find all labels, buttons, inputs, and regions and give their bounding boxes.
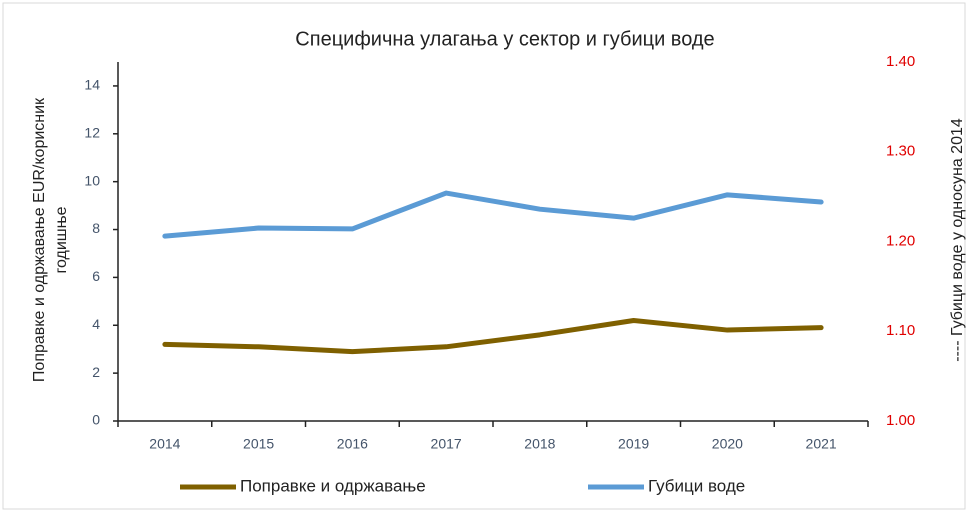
y-tick-label: 6 (92, 268, 100, 284)
x-tick-label: 2014 (149, 436, 180, 452)
y2-tick-label: 1.10 (886, 322, 915, 339)
chart-title: Специфична улагања у сектор и губици вод… (295, 28, 714, 50)
y-tick-label: 8 (92, 220, 100, 236)
y2-tick-label: 1.00 (886, 412, 915, 429)
x-tick-label: 2016 (337, 436, 368, 452)
y2-tick-label: 1.30 (886, 143, 915, 160)
x-tick-label: 2017 (431, 436, 462, 452)
legend-label: Губици воде (648, 476, 745, 495)
x-tick-label: 2019 (618, 436, 649, 452)
y-tick-label: 14 (84, 77, 100, 93)
y2-axis-label: ---- Губици воде у односуна 2014 (949, 118, 966, 362)
legend-label: Поправке и одржавање (240, 476, 426, 495)
y-tick-label: 2 (92, 364, 100, 380)
x-tick-label: 2020 (712, 436, 743, 452)
y-tick-label: 10 (84, 172, 100, 188)
series-line (162, 317, 824, 355)
y-tick-label: 0 (92, 412, 100, 428)
x-tick-label: 2018 (524, 436, 555, 452)
y-tick-label: 12 (84, 125, 100, 141)
y-axis-label: Поправке и одржавање EUR/корисник (31, 97, 48, 382)
x-tick-label: 2015 (243, 436, 274, 452)
x-tick-label: 2021 (806, 436, 837, 452)
y-tick-label: 4 (92, 316, 100, 332)
y-axis-label: годишње (53, 206, 70, 273)
y2-tick-label: 1.40 (886, 53, 915, 70)
series-line (162, 190, 824, 239)
y2-tick-label: 1.20 (886, 232, 915, 249)
